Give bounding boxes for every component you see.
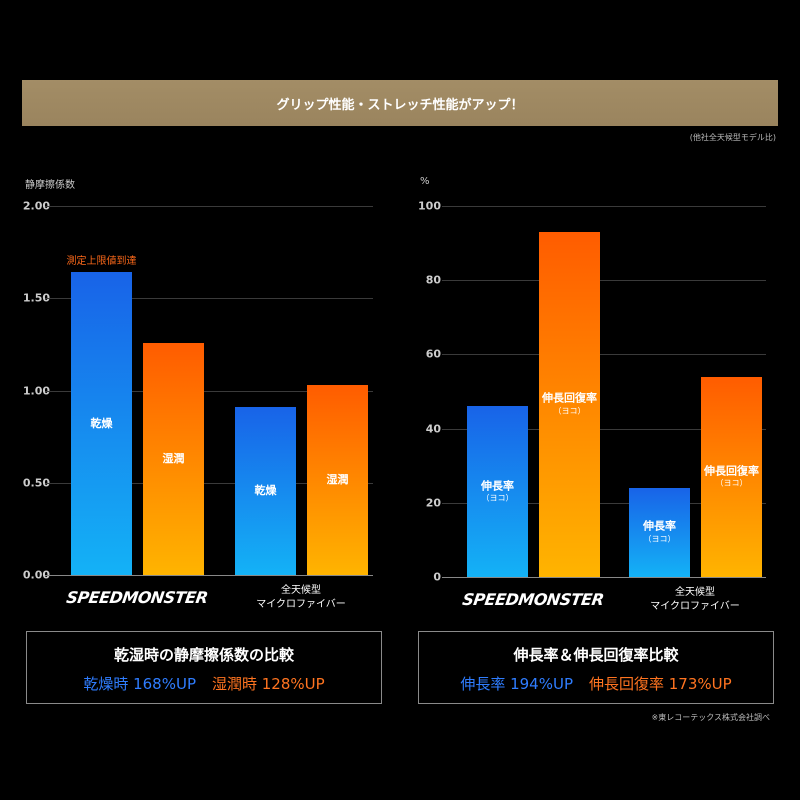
y-tick-label: 0.50 <box>22 476 50 490</box>
series-name: 伸長回復率 <box>542 392 597 406</box>
y-tick-label: 60 <box>425 347 441 361</box>
series-sub: （ヨコ） <box>715 478 748 488</box>
bar-label: 伸長率 （ヨコ） <box>643 520 676 545</box>
grid-line <box>45 298 373 300</box>
bar-label: 湿潤 <box>327 473 349 487</box>
summary-item: 伸長率 194%UP <box>460 675 573 693</box>
y-axis-label: % <box>420 176 430 187</box>
annotation: 測定上限値到達 <box>66 256 137 268</box>
y-tick-label: 0.00 <box>22 568 50 582</box>
bar-label: 伸長回復率 （ヨコ） <box>704 464 759 489</box>
axis-line <box>45 575 373 576</box>
bar-label: 伸長回復率 （ヨコ） <box>542 392 597 417</box>
bar-label: 湿潤 <box>163 452 185 466</box>
series-sub: （ヨコ） <box>643 534 676 544</box>
summary-items: 乾燥時 168%UP 湿潤時 128%UP <box>27 673 381 694</box>
bar-label: 乾燥 <box>255 484 277 498</box>
y-tick-label: 1.50 <box>22 291 50 305</box>
x-tick-label: 全天候型 マイクロファイバー <box>650 587 740 612</box>
bar <box>629 487 690 577</box>
y-tick-label: 20 <box>425 496 441 510</box>
bar-label: 伸長率 （ヨコ） <box>481 479 514 504</box>
axis-line <box>442 577 766 578</box>
grid-line <box>442 206 766 207</box>
y-tick-label: 80 <box>425 273 441 287</box>
grid-line <box>442 354 766 356</box>
bar <box>539 231 600 577</box>
series-name: 乾燥 <box>90 416 113 430</box>
summary-box: 乾湿時の静摩擦係数の比較乾燥時 168%UP 湿潤時 128%UP <box>26 631 382 704</box>
bar-label: 乾燥 <box>91 417 113 431</box>
y-tick-label: 100 <box>418 199 441 213</box>
footnote: ※東レコーテックス株式会社調べ <box>651 713 770 722</box>
bar <box>143 342 204 575</box>
summary-item: 伸長回復率 173%UP <box>589 675 732 693</box>
bar <box>307 384 368 575</box>
x-tick-label: SPEEDMONSTER <box>461 590 605 609</box>
bar <box>467 406 528 577</box>
y-axis-label: 静摩擦係数 <box>25 180 75 191</box>
summary-items: 伸長率 194%UP 伸長回復率 173%UP <box>419 673 773 694</box>
x-tick-label: SPEEDMONSTER <box>65 588 209 607</box>
y-tick-label: 0 <box>433 570 441 584</box>
banner: グリップ性能・ストレッチ性能がアップ！ <box>22 80 778 126</box>
note: (他社全天候型モデル比) <box>689 133 776 142</box>
series-sub: （ヨコ） <box>481 493 514 503</box>
summary-item: 湿潤時 128%UP <box>212 675 325 693</box>
bar <box>701 376 762 577</box>
y-tick-label: 40 <box>425 422 441 436</box>
summary-box: 伸長率＆伸長回復率比較伸長率 194%UP 伸長回復率 173%UP <box>418 631 774 704</box>
series-name: 伸長率 <box>481 479 514 493</box>
summary-title: 乾湿時の静摩擦係数の比較 <box>113 646 294 664</box>
series-name: 湿潤 <box>326 472 349 486</box>
series-name: 伸長回復率 <box>704 464 759 478</box>
series-sub: （ヨコ） <box>553 406 586 416</box>
bar <box>235 407 296 575</box>
grid-line <box>442 502 766 504</box>
summary-title: 伸長率＆伸長回復率比較 <box>513 646 679 664</box>
x-tick-label: 全天候型 マイクロファイバー <box>256 585 346 610</box>
grid-line <box>45 390 373 392</box>
grid-line <box>45 206 373 207</box>
y-tick-label: 2.00 <box>22 199 50 213</box>
series-name: 伸長率 <box>643 520 676 534</box>
grid-line <box>442 280 766 282</box>
bar <box>71 272 132 575</box>
series-name: 湿潤 <box>162 451 185 465</box>
y-tick-label: 1.00 <box>22 384 50 397</box>
series-name: 乾燥 <box>254 483 277 497</box>
summary-item: 乾燥時 168%UP <box>83 675 196 693</box>
grid-line <box>442 428 766 430</box>
grid-line <box>45 482 373 484</box>
